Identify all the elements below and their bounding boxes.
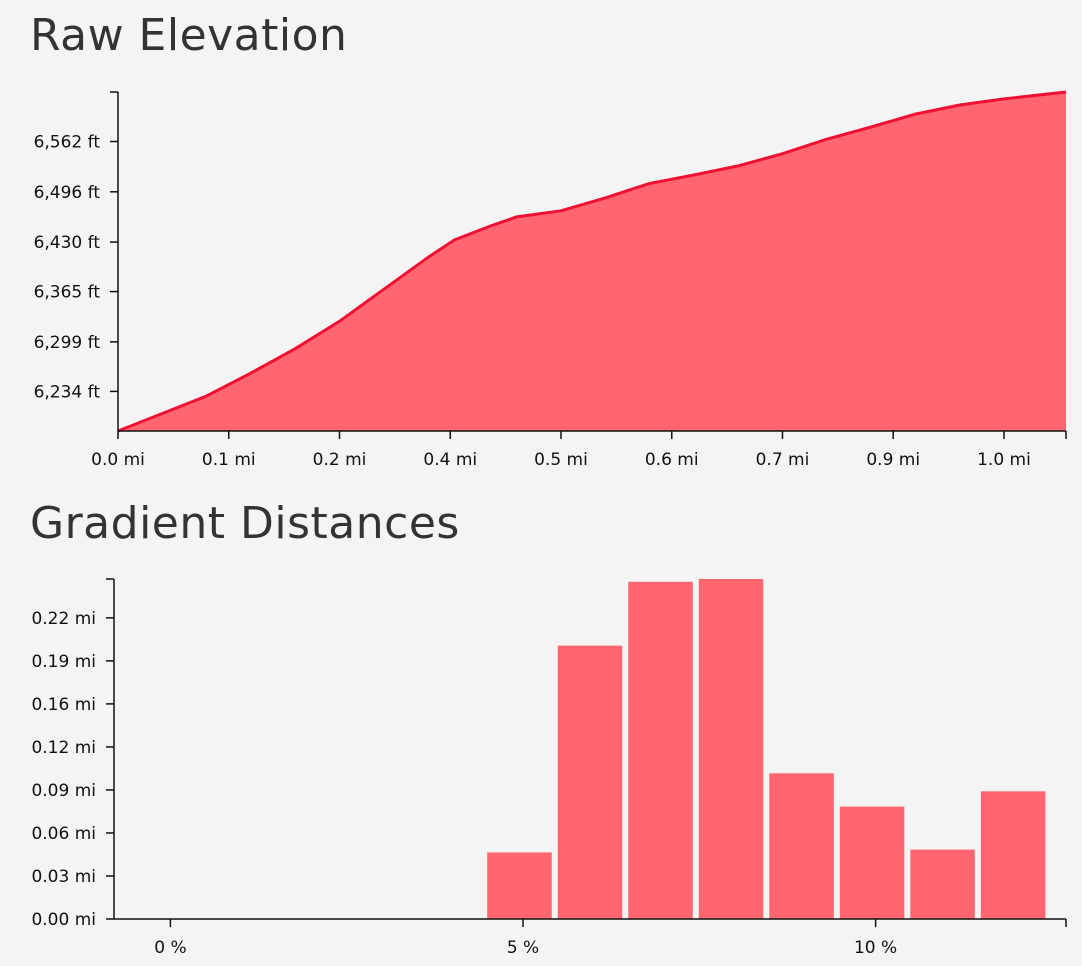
elevation-marks (117, 90, 1067, 433)
elevation-y-tick-label: 6,430 ft (34, 233, 101, 253)
elevation-y-tick-label: 6,234 ft (34, 382, 101, 402)
elevation-area (118, 92, 1066, 431)
gradient-y-tick-label: 0.19 mi (31, 652, 96, 672)
gradient-bar (487, 852, 552, 919)
gradient-x-tick-label: 10 % (854, 938, 897, 958)
elevation-x-tick-label: 0.2 mi (313, 450, 367, 470)
gradient-y-tick-label: 0.16 mi (31, 695, 96, 715)
elevation-x-tick-label: 0.5 mi (534, 450, 588, 470)
gradient-chart: 0.00 mi 0.03 mi 0.06 mi 0.09 mi 0.12 mi 0.16 … (31, 578, 1067, 958)
elevation-x-tick-label: 0.9 mi (866, 450, 920, 470)
elevation-y-tick-label: 6,496 ft (34, 183, 101, 203)
gradient-x-tick-label: 0 % (154, 938, 186, 958)
elevation-x-tick-label: 0.7 mi (756, 450, 810, 470)
elevation-x-tick-label: 1.0 mi (977, 450, 1031, 470)
gradient-axes: 0.00 mi 0.03 mi 0.06 mi 0.09 mi 0.12 mi 0.16 … (31, 578, 1067, 958)
gradient-y-tick-label: 0.00 mi (31, 910, 96, 930)
elevation-y-tick-label: 6,365 ft (34, 283, 101, 303)
elevation-y-tick-label: 6,562 ft (34, 133, 101, 153)
gradient-chart-title: Gradient Distances (30, 498, 460, 549)
gradient-y-tick-label: 0.09 mi (31, 781, 96, 801)
gradient-bar (628, 581, 693, 919)
gradient-bar (557, 645, 623, 919)
elevation-line (117, 90, 1067, 433)
gradient-y-tick-label: 0.12 mi (31, 738, 96, 758)
gradient-bar (980, 791, 1046, 919)
gradient-bar (698, 579, 764, 919)
gradient-y-tick-label: 0.22 mi (31, 609, 96, 629)
gradient-y-tick-label: 0.03 mi (31, 867, 96, 887)
gradient-x-tick-label: 5 % (507, 938, 539, 958)
elevation-chart-title: Raw Elevation (30, 10, 348, 61)
elevation-x-tick-label: 0.0 mi (91, 450, 145, 470)
gradient-bar (769, 773, 834, 919)
elevation-axes: 6,234 ft 6,299 ft 6,365 ft 6,430 ft 6,496 ft… (34, 91, 1067, 470)
elevation-x-tick-label: 0.1 mi (202, 450, 256, 470)
gradient-bar (910, 849, 975, 919)
elevation-chart: 6,234 ft 6,299 ft 6,365 ft 6,430 ft 6,496 ft… (34, 90, 1067, 470)
elevation-y-tick-label: 6,299 ft (34, 333, 101, 353)
gradient-y-tick-label: 0.06 mi (31, 824, 96, 844)
elevation-x-tick-label: 0.6 mi (645, 450, 699, 470)
elevation-x-tick-label: 0.4 mi (423, 450, 477, 470)
gradient-marks (487, 579, 1046, 919)
gradient-bar (839, 806, 905, 919)
